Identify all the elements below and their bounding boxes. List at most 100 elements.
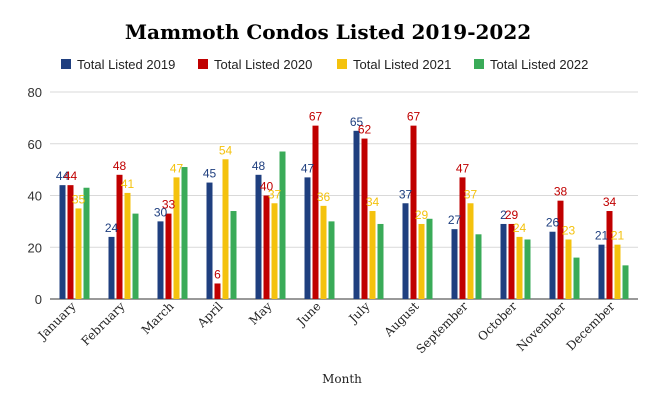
x-tick-label: August: [381, 299, 422, 340]
bar: [500, 223, 507, 299]
legend: Total Listed 2019 Total Listed 2020 Total …: [61, 57, 588, 72]
data-label: 35: [72, 192, 86, 206]
data-label: 34: [366, 195, 380, 209]
bar: [304, 177, 311, 299]
bar: [67, 185, 74, 299]
legend-label: Total Listed 2020: [214, 57, 312, 72]
bar: [255, 174, 262, 299]
bar: [516, 236, 523, 299]
x-tick-label: March: [139, 299, 177, 337]
bar: [475, 234, 482, 299]
y-tick-label: 40: [28, 189, 42, 204]
data-label: 37: [464, 187, 478, 201]
x-tick-label: April: [194, 299, 226, 331]
data-label: 44: [56, 169, 70, 183]
bar: [83, 187, 90, 299]
bar: [549, 231, 556, 299]
x-tick-label: February: [78, 299, 127, 348]
data-label: 6: [214, 267, 221, 281]
data-label: 24: [513, 221, 527, 235]
data-label: 48: [252, 159, 266, 173]
x-axis-label: Month: [322, 372, 362, 386]
data-label: 38: [554, 185, 568, 199]
bar: [157, 221, 164, 299]
gridlines: [50, 91, 638, 300]
legend-swatch: [474, 59, 484, 69]
y-axis-ticks: 0 20 40 60 80: [28, 85, 42, 307]
bar: [451, 229, 458, 299]
bar: [320, 205, 327, 299]
x-tick-label: December: [564, 299, 618, 353]
bar: [622, 265, 629, 299]
data-label: 26: [546, 216, 560, 230]
bar: [165, 213, 172, 299]
bar: [418, 223, 425, 299]
bar: [361, 138, 368, 299]
bar: [132, 213, 139, 299]
data-label: 62: [358, 123, 372, 137]
data-label: 33: [162, 198, 176, 212]
bar: [263, 195, 270, 299]
y-tick-label: 60: [28, 137, 42, 152]
y-tick-label: 0: [35, 292, 42, 307]
data-label: 29: [415, 208, 429, 222]
bar: [214, 283, 221, 299]
bar: [426, 218, 433, 299]
legend-label: Total Listed 2021: [353, 57, 451, 72]
bar: [75, 208, 82, 299]
bar: [459, 177, 466, 299]
bar: [59, 185, 66, 299]
data-label: 47: [301, 161, 315, 175]
x-tick-label: October: [475, 299, 520, 344]
bar: [222, 159, 229, 299]
bar: [402, 203, 409, 299]
bar: [598, 244, 605, 299]
bars: [59, 125, 629, 299]
data-label: 41: [121, 177, 135, 191]
bar: [557, 200, 564, 299]
data-label: 40: [260, 180, 274, 194]
y-tick-label: 20: [28, 240, 42, 255]
data-label: 44: [64, 169, 78, 183]
data-label: 37: [268, 187, 282, 201]
bar: [410, 125, 417, 299]
data-label: 34: [603, 195, 617, 209]
bar: [524, 239, 531, 299]
data-label: 21: [611, 229, 625, 243]
bar: [328, 221, 335, 299]
bar: [206, 182, 213, 299]
chart-title: Mammoth Condos Listed 2019-2022: [125, 20, 531, 44]
bar: [369, 211, 376, 299]
data-label: 23: [562, 223, 576, 237]
bar: [573, 257, 580, 299]
legend-swatch: [198, 59, 208, 69]
data-label: 47: [170, 161, 184, 175]
x-tick-label: September: [413, 299, 470, 356]
data-label: 21: [595, 229, 609, 243]
legend-swatch: [337, 59, 347, 69]
bar: [271, 203, 278, 299]
data-label: 29: [505, 208, 519, 222]
bar: [230, 211, 237, 299]
bar: [108, 236, 115, 299]
data-label: 36: [317, 190, 331, 204]
bar: [312, 125, 319, 299]
data-label: 30: [154, 205, 168, 219]
data-label: 48: [113, 159, 127, 173]
legend-swatch: [61, 59, 71, 69]
bar: [353, 130, 360, 299]
legend-label: Total Listed 2019: [77, 57, 175, 72]
bar: [124, 192, 131, 299]
data-label: 2: [500, 208, 507, 222]
bar: [508, 223, 515, 299]
bar: [279, 151, 286, 299]
x-tick-label: July: [345, 299, 373, 327]
data-label: 27: [448, 213, 462, 227]
bar: [116, 174, 123, 299]
data-label: 45: [203, 167, 217, 181]
bar: [181, 167, 188, 299]
bar: [173, 177, 180, 299]
data-label: 47: [456, 161, 470, 175]
data-label: 24: [105, 221, 119, 235]
